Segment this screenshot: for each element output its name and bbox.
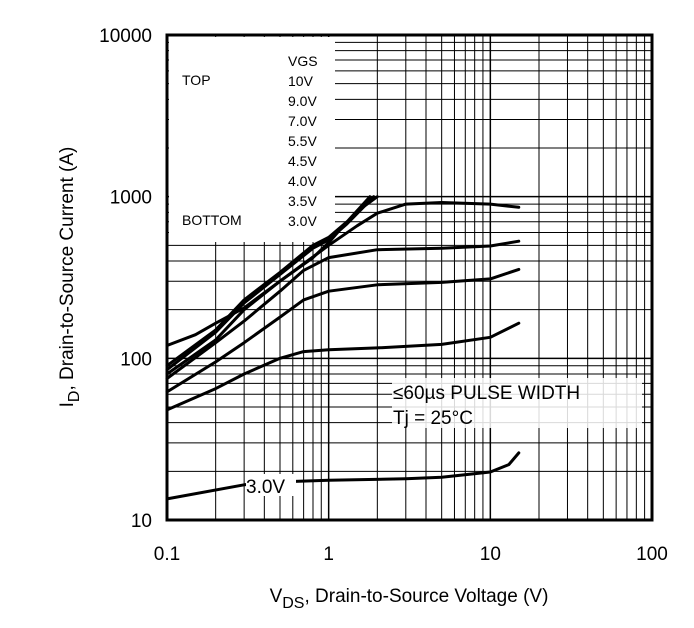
temperature-annotation: Tj = 25°C	[393, 408, 473, 429]
curve-vgs-3-5V	[165, 321, 521, 412]
y-tick-label: 10	[131, 511, 152, 532]
x-tick-label: 1	[323, 544, 334, 565]
x-tick-label: 10	[480, 544, 501, 565]
legend-bottom-label: BOTTOM	[182, 212, 242, 228]
legend-entry: 9.0V	[288, 93, 317, 109]
y-tick-label: 100	[120, 349, 152, 370]
x-tick-label: 100	[636, 544, 668, 565]
legend-top-label: TOP	[182, 72, 211, 88]
legend-entry: 5.5V	[288, 133, 317, 149]
legend-entry: 4.5V	[288, 153, 317, 169]
curve-vgs-3-0V	[165, 451, 521, 501]
curves	[165, 195, 521, 501]
legend-background	[169, 37, 335, 242]
x-tick-label: 0.1	[154, 544, 180, 565]
legend-entry: 7.0V	[288, 113, 317, 129]
annotation-bg	[392, 378, 642, 428]
legend-entry: 3.5V	[288, 193, 317, 209]
tick-labels: 0.1 1 10 100 10 100 1000 10000	[99, 26, 668, 565]
curve-label-bg	[246, 474, 296, 496]
plot-frame	[165, 33, 654, 522]
curve-label-3v: 3.0V	[246, 477, 285, 498]
legend-entry: 10V	[288, 73, 314, 89]
y-tick-label: 10000	[99, 26, 152, 47]
curve-vgs-7-0V	[165, 195, 376, 372]
curve-vgs-5-5V	[165, 201, 521, 376]
legend-entry: 4.0V	[288, 173, 317, 189]
curve-vgs-4-0V	[165, 267, 521, 394]
y-tick-label: 1000	[110, 188, 152, 209]
x-axis-label: VDS, Drain-to-Source Voltage (V)	[270, 586, 549, 612]
legend-header: VGS	[288, 53, 318, 69]
curve-vgs-4-5V	[165, 239, 521, 380]
curve-vgs-9-0V	[165, 195, 372, 368]
legend: VGS TOP BOTTOM 10V 9.0V 7.0V 5.5V 4.5V 4.0V 3.…	[182, 53, 318, 229]
y-axis-label: ID, Drain-to-Source Current (A)	[57, 147, 83, 408]
pulse-width-annotation: ≤60µs PULSE WIDTH	[393, 383, 580, 404]
legend-entry: 3.0V	[288, 213, 317, 229]
